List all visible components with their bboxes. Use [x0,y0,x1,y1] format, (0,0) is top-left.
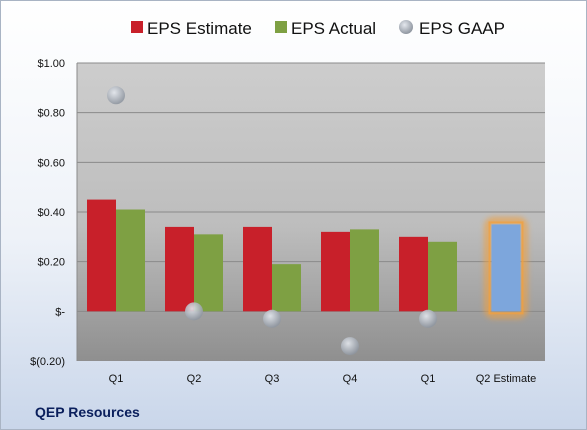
point-eps-gaap [107,86,125,105]
gridlines [77,62,545,312]
y-axis: $1.00 $0.80 $0.60 $0.40 $0.20 $- $(0.20) [30,58,78,368]
y-tick-label: $(0.20) [30,356,65,368]
legend-label-eps-gaap: EPS GAAP [419,19,505,38]
bar-eps-estimate [243,226,272,312]
bars [87,199,528,319]
y-tick-label: $1.00 [37,58,65,70]
x-tick-label: Q2 [187,373,202,385]
bar-eps-actual [428,241,457,312]
legend-label-eps-estimate: EPS Estimate [147,19,252,38]
bar-eps-actual [194,234,223,312]
gaap-points [107,86,437,356]
x-tick-label: Q3 [265,373,280,385]
y-tick-label: $0.40 [37,207,65,219]
x-axis: Q1 Q2 Q3 Q4 Q1 Q2 Estimate [109,373,537,385]
y-tick-label: $- [55,306,65,318]
bar-eps-estimate [399,236,428,312]
bar-eps-actual [272,264,301,312]
bar-eps-estimate [321,231,350,312]
bar-next-estimate [491,224,521,312]
x-tick-label: Q2 Estimate [476,373,537,385]
estimate-highlight-outline [488,221,524,315]
bar-eps-actual [350,229,379,312]
x-tick-label: Q1 [109,373,124,385]
x-tick-label: Q4 [343,373,358,385]
point-eps-gaap [263,309,281,328]
bar-eps-estimate [87,199,116,312]
point-eps-gaap [341,337,359,356]
bar-eps-estimate [165,226,194,312]
company-name: QEP Resources [35,404,140,420]
y-tick-label: $0.80 [37,108,65,120]
bar-eps-actual [116,209,145,312]
legend-label-eps-actual: EPS Actual [291,19,376,38]
y-tick-label: $0.60 [37,157,65,169]
x-tick-label: Q1 [421,373,436,385]
point-eps-gaap [185,302,203,321]
y-tick-label: $0.20 [37,257,65,269]
legend: EPS Estimate EPS Actual EPS GAAP [131,19,505,38]
point-eps-gaap [419,309,437,328]
legend-swatch-eps-actual [275,21,287,33]
estimate-highlight [484,217,528,319]
legend-swatch-eps-gaap [399,20,413,34]
legend-swatch-eps-estimate [131,21,143,33]
